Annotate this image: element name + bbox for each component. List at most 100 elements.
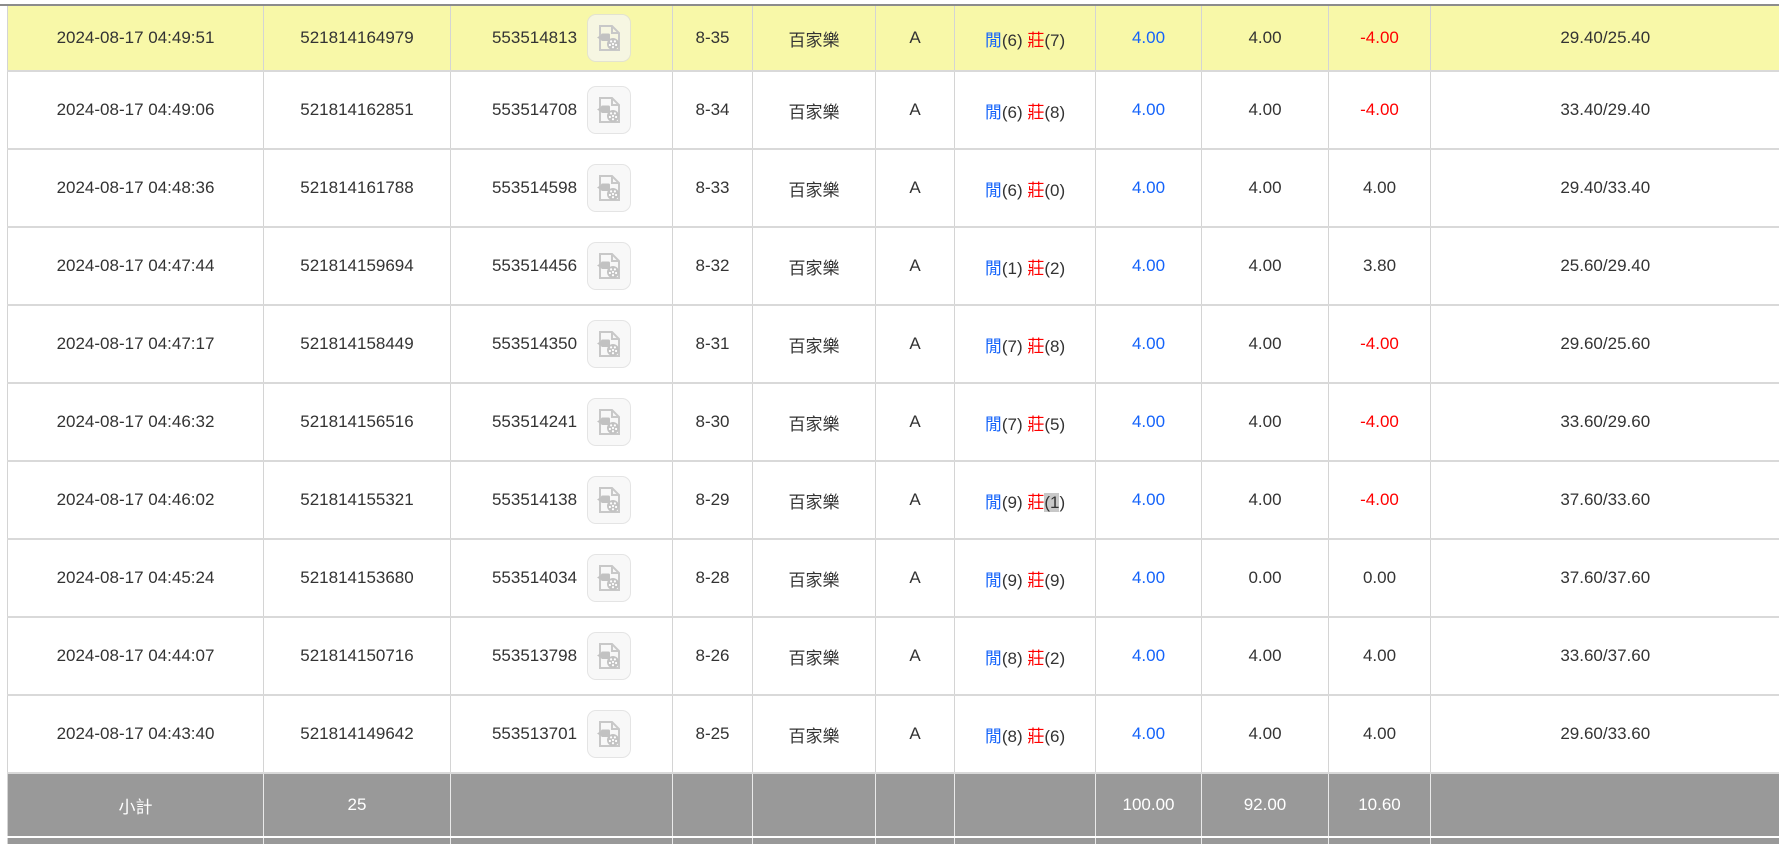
win-loss-cell: -4.00	[1329, 461, 1431, 539]
game-cell: 百家樂	[753, 227, 876, 305]
video-replay-button[interactable]	[587, 554, 631, 602]
bet-id-cell: 521814149642	[264, 695, 451, 773]
banker-label: 莊	[1027, 415, 1044, 434]
video-replay-button[interactable]	[587, 164, 631, 212]
balance-cell: 29.60/33.60	[1431, 695, 1779, 773]
bet-row: 2024-08-17 04:46:32 521814156516 5535142…	[8, 383, 1779, 461]
valid-bet-cell: 4.00	[1202, 6, 1329, 71]
table-cell: A	[876, 383, 955, 461]
game-cell: 百家樂	[753, 71, 876, 149]
win-loss-value: 0.00	[1363, 568, 1396, 587]
win-loss-value: 4.00	[1363, 646, 1396, 665]
game-id-cell: 553514456	[451, 227, 673, 305]
game-id-cell: 553514598	[451, 149, 673, 227]
video-replay-button[interactable]	[587, 710, 631, 758]
video-replay-button[interactable]	[587, 476, 631, 524]
player-score: (6)	[1002, 31, 1023, 50]
time-cell: 2024-08-17 04:49:51	[8, 6, 264, 71]
game-id-value: 553514350	[492, 334, 577, 354]
bet-amount-cell: 4.00	[1096, 71, 1202, 149]
win-loss-cell: -4.00	[1329, 71, 1431, 149]
player-label: 閒	[985, 415, 1002, 434]
table-cell: A	[876, 149, 955, 227]
subtotal-empty-cell	[753, 773, 876, 837]
bet-amount-cell: 4.00	[1096, 695, 1202, 773]
video-replay-button[interactable]	[587, 632, 631, 680]
subtotal-empty-cell	[673, 773, 753, 837]
subtotal-row: 小計 25 100.00 92.00 10.60	[8, 773, 1779, 837]
game-id-wrap: 553514138	[492, 476, 631, 524]
bet-id-cell: 521814162851	[264, 71, 451, 149]
bet-history-table: 2024-08-17 04:49:51 521814164979 5535148…	[7, 6, 1779, 844]
bet-id-cell: 521814150716	[264, 617, 451, 695]
bet-amount-value: 4.00	[1132, 646, 1165, 665]
video-icon	[596, 330, 622, 358]
time-cell: 2024-08-17 04:43:40	[8, 695, 264, 773]
subtotal-win-loss-total: 10.60	[1329, 773, 1431, 837]
time-cell: 2024-08-17 04:46:02	[8, 461, 264, 539]
game-id-wrap: 553513798	[492, 632, 631, 680]
banker-score: (5)	[1044, 415, 1065, 434]
banker-score: (7)	[1044, 31, 1065, 50]
result-cell: 閒(9) 莊(9)	[955, 539, 1096, 617]
video-icon	[596, 486, 622, 514]
balance-cell: 29.40/25.40	[1431, 6, 1779, 71]
game-id-value: 553514241	[492, 412, 577, 432]
balance-cell: 33.60/29.60	[1431, 383, 1779, 461]
video-replay-button[interactable]	[587, 398, 631, 446]
round-cell: 8-33	[673, 149, 753, 227]
round-cell: 8-34	[673, 71, 753, 149]
time-cell: 2024-08-17 04:46:32	[8, 383, 264, 461]
game-id-wrap: 553514598	[492, 164, 631, 212]
player-score: (9)	[1002, 493, 1023, 512]
game-id-value: 553514456	[492, 256, 577, 276]
game-id-wrap: 553514708	[492, 86, 631, 134]
player-label: 閒	[985, 31, 1002, 50]
valid-bet-cell: 4.00	[1202, 383, 1329, 461]
game-id-wrap: 553513701	[492, 710, 631, 758]
bet-amount-value: 4.00	[1132, 568, 1165, 587]
win-loss-value: -4.00	[1360, 490, 1399, 509]
bet-amount-value: 4.00	[1132, 178, 1165, 197]
bet-row: 2024-08-17 04:48:36 521814161788 5535145…	[8, 149, 1779, 227]
round-cell: 8-26	[673, 617, 753, 695]
banker-label: 莊	[1027, 337, 1044, 356]
result-cell: 閒(7) 莊(8)	[955, 305, 1096, 383]
win-loss-value: -4.00	[1360, 412, 1399, 431]
player-label: 閒	[985, 337, 1002, 356]
valid-bet-cell: 0.00	[1202, 539, 1329, 617]
win-loss-cell: 4.00	[1329, 617, 1431, 695]
game-id-cell: 553514813	[451, 6, 673, 71]
bet-id-cell: 521814164979	[264, 6, 451, 71]
player-label: 閒	[985, 571, 1002, 590]
bet-id-cell: 521814155321	[264, 461, 451, 539]
result-cell: 閒(7) 莊(5)	[955, 383, 1096, 461]
game-id-cell: 553514034	[451, 539, 673, 617]
table-cell: A	[876, 695, 955, 773]
win-loss-cell: -4.00	[1329, 383, 1431, 461]
video-replay-button[interactable]	[587, 320, 631, 368]
game-id-cell: 553513798	[451, 617, 673, 695]
game-id-wrap: 553514456	[492, 242, 631, 290]
time-cell: 2024-08-17 04:44:07	[8, 617, 264, 695]
video-replay-button[interactable]	[587, 242, 631, 290]
bet-amount-value: 4.00	[1132, 490, 1165, 509]
win-loss-value: 3.80	[1363, 256, 1396, 275]
banker-score: (6)	[1044, 727, 1065, 746]
game-id-value: 553514138	[492, 490, 577, 510]
bet-amount-value: 4.00	[1132, 334, 1165, 353]
time-cell: 2024-08-17 04:47:17	[8, 305, 264, 383]
bet-amount-value: 4.00	[1132, 100, 1165, 119]
valid-bet-cell: 4.00	[1202, 617, 1329, 695]
valid-bet-cell: 4.00	[1202, 305, 1329, 383]
table-cell: A	[876, 6, 955, 71]
banker-score: (2)	[1044, 649, 1065, 668]
game-id-cell: 553514241	[451, 383, 673, 461]
bet-id-cell: 521814153680	[264, 539, 451, 617]
result-cell: 閒(9) 莊(1)	[955, 461, 1096, 539]
video-replay-button[interactable]	[587, 14, 631, 62]
video-replay-button[interactable]	[587, 86, 631, 134]
banker-score: (8)	[1044, 337, 1065, 356]
result-cell: 閒(6) 莊(8)	[955, 71, 1096, 149]
player-label: 閒	[985, 259, 1002, 278]
